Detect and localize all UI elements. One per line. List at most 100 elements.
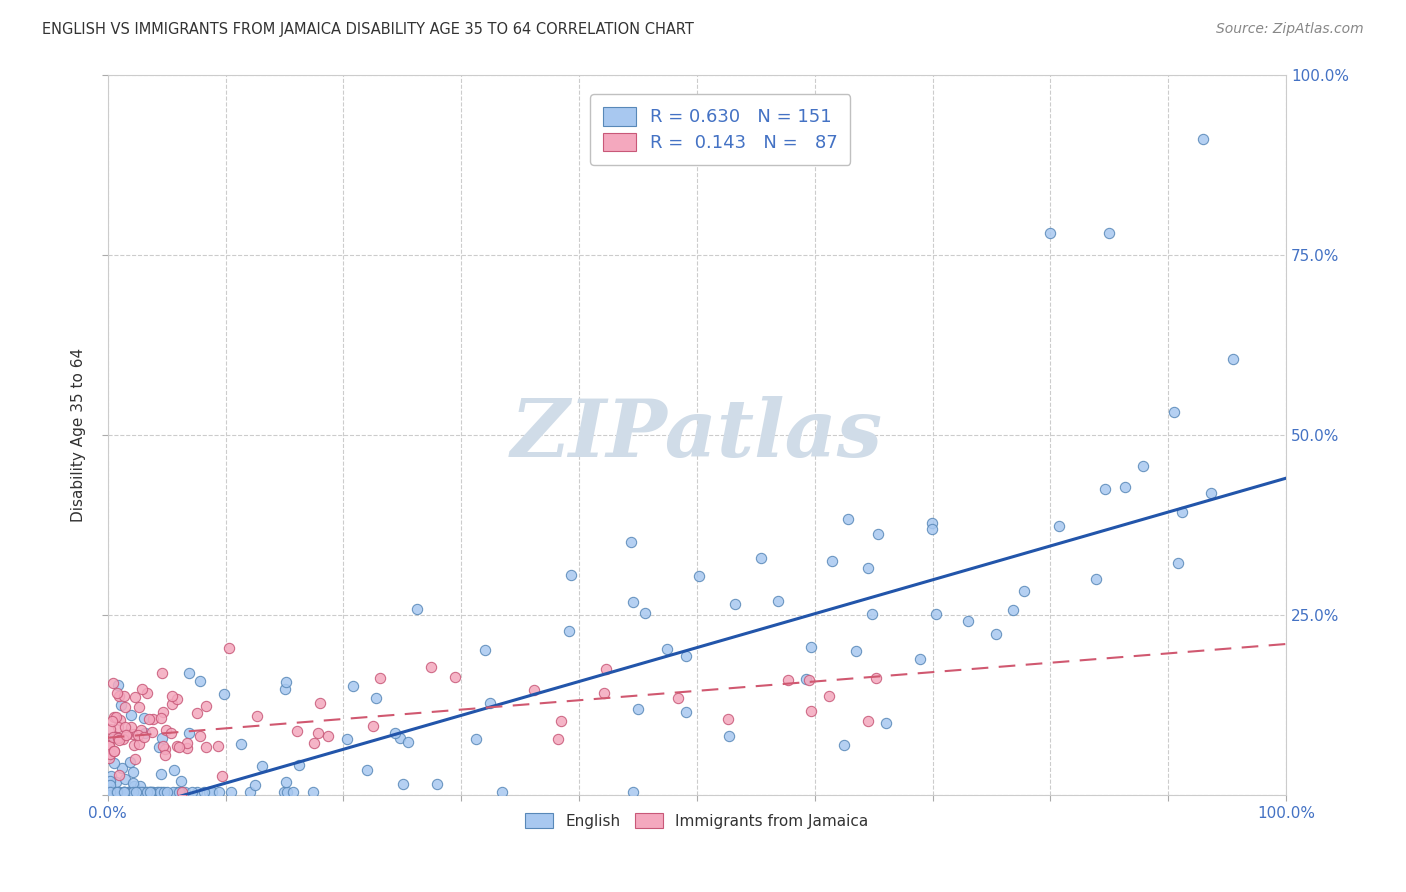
Point — [120, 720, 142, 734]
Point — [316, 729, 339, 743]
Point — [285, 723, 308, 738]
Point — [108, 732, 131, 747]
Point — [1114, 480, 1136, 494]
Point — [103, 785, 125, 799]
Point — [131, 682, 153, 697]
Point — [104, 775, 127, 789]
Text: Source: ZipAtlas.com: Source: ZipAtlas.com — [1216, 22, 1364, 37]
Point — [797, 673, 820, 687]
Point — [800, 705, 823, 719]
Point — [194, 739, 217, 754]
Point — [252, 759, 274, 773]
Point — [152, 706, 174, 720]
Point — [366, 691, 388, 706]
Point — [169, 785, 191, 799]
Point — [243, 778, 266, 792]
Point — [179, 665, 201, 680]
Point — [1222, 352, 1244, 367]
Point — [444, 670, 467, 684]
Point — [100, 785, 122, 799]
Point — [153, 742, 176, 756]
Point — [201, 785, 224, 799]
Point — [155, 723, 177, 737]
Point — [1192, 132, 1215, 146]
Point — [103, 744, 125, 758]
Point — [634, 606, 657, 620]
Point — [1049, 519, 1071, 533]
Point — [98, 747, 121, 762]
Point — [139, 785, 162, 799]
Point — [186, 785, 208, 799]
Point — [163, 763, 186, 777]
Point — [132, 785, 155, 799]
Point — [865, 671, 887, 685]
Point — [128, 785, 150, 799]
Point — [657, 641, 679, 656]
Point — [595, 662, 617, 676]
Point — [219, 785, 242, 799]
Point — [908, 652, 931, 666]
Point — [159, 725, 181, 739]
Point — [100, 785, 122, 799]
Point — [103, 744, 125, 758]
Point — [392, 776, 415, 790]
Point — [105, 785, 128, 799]
Point — [166, 692, 188, 706]
Point — [127, 728, 149, 742]
Point — [98, 778, 121, 792]
Point — [1012, 584, 1035, 599]
Point — [384, 725, 406, 739]
Point — [146, 785, 169, 799]
Point — [103, 756, 125, 770]
Point — [108, 714, 131, 728]
Point — [188, 674, 211, 689]
Point — [114, 785, 136, 799]
Point — [129, 723, 152, 737]
Point — [104, 731, 127, 745]
Point — [675, 648, 697, 663]
Point — [921, 516, 943, 531]
Point — [276, 675, 298, 690]
Point — [129, 785, 152, 799]
Point — [198, 785, 221, 799]
Point — [1167, 557, 1189, 571]
Point — [211, 769, 233, 783]
Point — [273, 682, 295, 697]
Point — [103, 675, 125, 690]
Point — [122, 765, 145, 780]
Point — [128, 779, 150, 793]
Point — [114, 728, 136, 742]
Point — [837, 512, 859, 526]
Point — [426, 777, 449, 791]
Point — [558, 624, 581, 639]
Point — [776, 673, 799, 687]
Point — [218, 641, 240, 656]
Point — [474, 642, 496, 657]
Point — [342, 679, 364, 693]
Point — [104, 785, 127, 799]
Point — [768, 594, 790, 608]
Point — [176, 736, 198, 750]
Point — [626, 701, 648, 715]
Point — [396, 735, 419, 749]
Point — [98, 774, 121, 789]
Point — [169, 773, 191, 788]
Point — [101, 785, 124, 799]
Point — [523, 683, 546, 698]
Point — [180, 785, 202, 799]
Point — [188, 729, 211, 743]
Point — [361, 718, 384, 732]
Point — [817, 689, 839, 703]
Point — [1199, 486, 1222, 500]
Point — [160, 697, 183, 711]
Point — [172, 785, 194, 799]
Point — [749, 551, 772, 566]
Point — [128, 700, 150, 714]
Point — [717, 730, 740, 744]
Point — [845, 644, 868, 658]
Point — [142, 785, 165, 799]
Point — [108, 768, 131, 782]
Point — [166, 785, 188, 799]
Point — [138, 785, 160, 799]
Point — [550, 714, 572, 728]
